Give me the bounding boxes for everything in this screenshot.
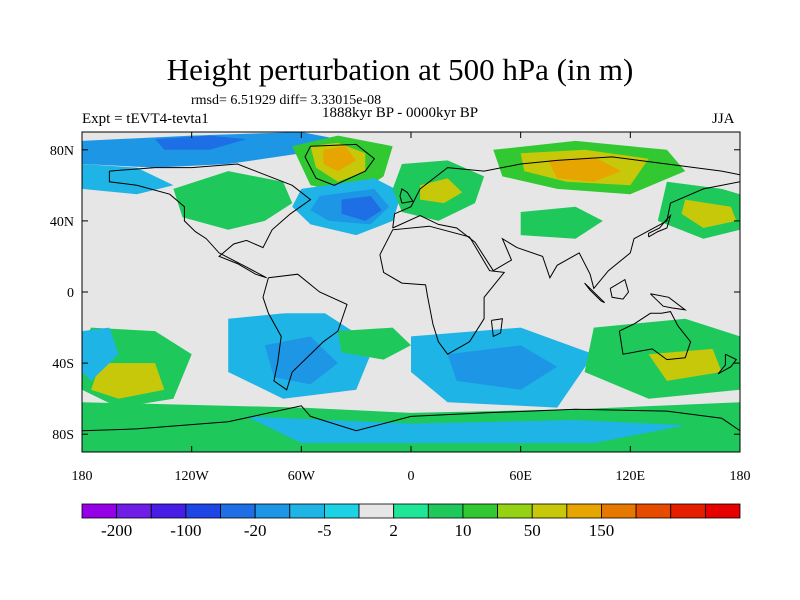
region-south-america-low-core [264,336,338,385]
colorbar-label: 2 [389,521,398,540]
period-label: 1888kyr BP - 0000kyr BP [322,105,479,121]
colorbar-swatch [497,503,533,519]
coastline-africa [379,225,506,355]
coastline-new-guinea [650,293,688,311]
colorbar-label: 150 [589,521,615,540]
coastline-borneo [609,278,630,300]
colorbar-label: 50 [524,521,541,540]
colorbar-swatch [150,503,187,519]
colorbar-swatch [393,503,429,519]
colorbar-swatch [324,503,360,519]
region-north-america-green [173,171,293,230]
coastlines [82,143,740,432]
colorbar-swatch [220,503,256,519]
region-australia-yellow [648,348,722,381]
region-south-pacific-yellow [91,363,165,399]
region-antarctic-low [246,416,686,444]
lon-tick-label: 120W [175,469,210,484]
coastline-madagascar [490,318,503,338]
region-scandinavia-yellow [420,178,463,204]
lon-tick-label: 0 [408,469,415,484]
region-south-atlantic-green [337,327,411,360]
region-atlantic-low-core [341,196,382,221]
colorbar-swatch [670,503,706,519]
coastline-greenland [304,143,376,186]
region-east-asia-green [520,206,603,239]
lon-tick-label: 180 [72,469,93,484]
colorbar-swatch [254,503,291,519]
region-arctic-pacific-low [82,132,338,168]
colorbar-swatch [635,503,672,519]
colorbar-swatch [358,503,395,519]
coastline-antarctica [82,405,740,432]
region-south-pacific-low [82,327,119,381]
season-label: JJA [712,111,735,127]
coastline-north-america [108,163,312,279]
colorbar-swatch [566,503,602,519]
region-southern-ocean-low-core [447,345,558,390]
colorbar-label: 10 [454,521,471,540]
coastline-eurasia [392,156,740,290]
colorbar-label: -200 [101,521,132,540]
colorbar: -200 -100 -20 -5 2 10 50 150 [81,503,741,540]
lon-tick-label: 120E [616,469,646,484]
lon-ticks: 180 120W 60W 0 60E 120E 180 [72,132,751,484]
lon-tick-label: 60W [288,469,316,484]
colorbar-swatch [185,503,221,519]
colorbar-swatch [601,503,637,519]
lat-tick-label: 40N [50,215,74,230]
coastline-new-zealand [717,353,738,375]
lat-tick-label: 40S [52,357,74,372]
figure-title: Height perturbation at 500 hPa (in m) [166,52,634,87]
colorbar-swatch [81,503,118,519]
colorbar-label: -5 [317,521,331,540]
lon-tick-label: 60E [509,469,532,484]
colorbar-label: -20 [244,521,267,540]
region-north-pacific-yellow [681,199,737,228]
lat-tick-label: 80N [50,144,74,159]
coastline-japan [648,213,672,238]
colorbar-swatch [289,503,325,519]
coastline-uk [399,188,414,204]
coastline-south-america [262,273,348,391]
coastline-australia [618,311,692,361]
colorbar-swatch [704,503,741,519]
colorbar-swatch [427,503,464,519]
stats-line: rmsd= 6.51929 diff= 3.33015e-08 [191,93,382,108]
lat-ticks: 80N 40N 0 40S 80S [50,144,740,443]
region-arctic-core-low [155,135,247,150]
colorbar-swatch [462,503,498,519]
colorbar-swatch [531,503,568,519]
region-siberia-high-peak [548,156,622,182]
lon-tick-label: 180 [730,469,751,484]
region-bering-low [82,164,174,195]
lat-tick-label: 0 [67,286,74,301]
colorbar-label: -100 [170,521,201,540]
contour-regions [82,132,740,452]
coastline-sumatra [584,282,606,304]
colorbar-swatch [116,503,152,519]
region-tropics-neutral [82,265,740,314]
lat-tick-label: 80S [52,428,74,443]
experiment-label: Expt = tEVT4-tevta1 [82,111,209,127]
region-greenland-high-peak [323,146,357,172]
